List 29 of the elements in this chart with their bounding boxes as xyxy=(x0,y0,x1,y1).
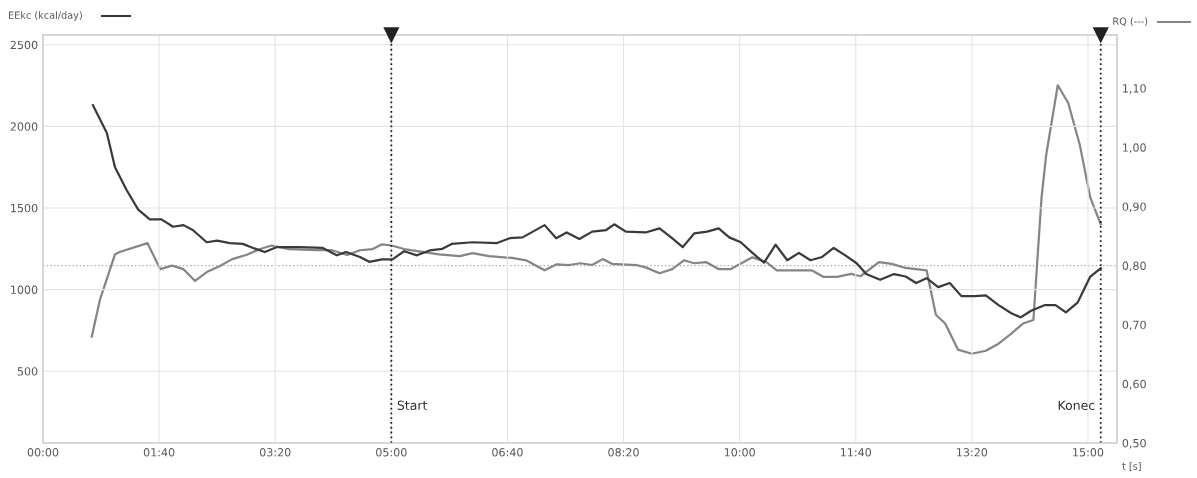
y-axis-title: EEkc (kcal/day) xyxy=(8,11,82,21)
x-tick-label: 15:00 xyxy=(1073,448,1104,457)
y-tick-label: 500 xyxy=(17,367,38,376)
line-series xyxy=(90,84,1102,355)
line-series xyxy=(91,104,1102,319)
x-tick-label: 03:20 xyxy=(259,448,291,457)
y2-tick-label: 0,70 xyxy=(1122,320,1146,331)
y-tick-label: 2500 xyxy=(10,40,38,50)
ref-line-label: Start xyxy=(397,400,428,411)
y2-axis-title: RQ (---) xyxy=(1113,17,1148,26)
x-tick-label: 05:00 xyxy=(376,448,407,457)
x-tick-label: 06:40 xyxy=(492,448,523,457)
y-tick-label: 1000 xyxy=(11,285,38,294)
y2-tick-label: 0,80 xyxy=(1122,261,1146,272)
y2-tick-label: 1,10 xyxy=(1123,84,1146,94)
x-tick-label: 01:40 xyxy=(143,448,175,457)
x-tick-label: 00:00 xyxy=(27,448,59,457)
x-tick-label: 10:00 xyxy=(724,448,755,457)
x-tick-label: 08:20 xyxy=(608,448,639,457)
y2-tick-label: 1,00 xyxy=(1123,143,1146,153)
y2-tick-label: 0,90 xyxy=(1122,202,1146,212)
y2-tick-label: 0,50 xyxy=(1122,438,1146,449)
y-tick-label: 1500 xyxy=(11,203,38,213)
ref-line-label: Konec xyxy=(1058,400,1095,411)
y-tick-label: 2000 xyxy=(10,122,38,131)
y2-tick-label: 0,60 xyxy=(1122,379,1146,390)
x-tick-label: 13:20 xyxy=(957,448,988,457)
x-axis-title: t [s] xyxy=(1122,462,1141,471)
x-tick-label: 11:40 xyxy=(840,448,872,457)
